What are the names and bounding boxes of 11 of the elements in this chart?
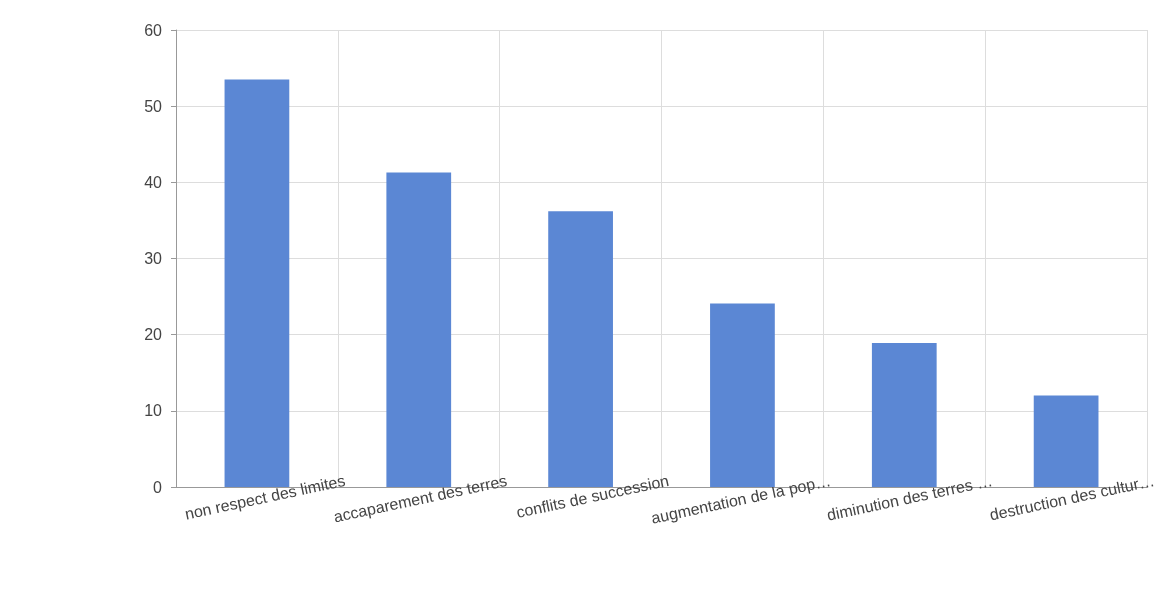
bar xyxy=(224,79,290,487)
y-tick-label: 20 xyxy=(144,326,163,344)
y-tick-label: 30 xyxy=(144,250,163,267)
y-tick-label: 10 xyxy=(144,402,163,420)
bar xyxy=(1033,395,1099,487)
y-tick-label: 0 xyxy=(153,478,163,496)
y-tick-label: 40 xyxy=(144,173,163,191)
y-tick-label: 50 xyxy=(144,97,163,115)
y-tick-label: 60 xyxy=(144,21,163,39)
bar xyxy=(710,303,775,487)
bar xyxy=(386,172,452,487)
